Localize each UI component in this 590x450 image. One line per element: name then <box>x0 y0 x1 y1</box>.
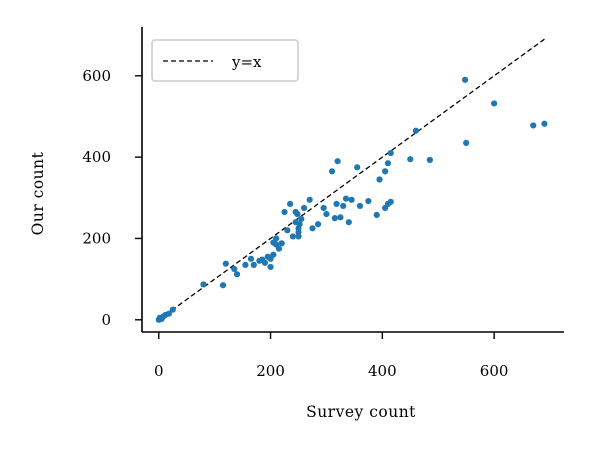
data-point <box>233 271 241 278</box>
y-tick-label: 400 <box>82 148 111 166</box>
data-point <box>426 156 433 164</box>
data-point <box>463 139 470 146</box>
axes: 0 200 400 600 0 200 400 600 <box>82 27 564 380</box>
y-tick-label: 600 <box>82 67 111 85</box>
data-point <box>387 149 394 157</box>
x-tick-label: 400 <box>368 362 397 380</box>
data-point <box>461 76 469 83</box>
data-point <box>314 221 322 228</box>
y-tick-label: 0 <box>101 311 111 329</box>
data-point <box>267 263 274 271</box>
data-point <box>242 261 249 268</box>
data-point <box>222 260 229 267</box>
data-point <box>200 281 207 288</box>
data-point <box>298 215 305 223</box>
data-point <box>320 204 327 212</box>
data-point <box>284 227 291 234</box>
data-point <box>384 160 392 167</box>
data-point <box>354 164 361 171</box>
data-point <box>407 156 414 163</box>
data-point <box>491 100 498 107</box>
data-point <box>541 120 548 127</box>
x-axis-title: Survey count <box>306 403 416 421</box>
data-point <box>328 168 336 175</box>
y-axis-title: Our count <box>29 151 47 235</box>
data-point <box>247 255 255 262</box>
data-point <box>412 127 419 134</box>
data-point <box>294 210 301 218</box>
legend-label: y=x <box>231 53 262 71</box>
data-point <box>340 202 347 210</box>
data-point <box>337 214 344 221</box>
x-axis-ticks: 0 200 400 600 <box>154 332 508 380</box>
data-point <box>287 200 294 207</box>
y-axis-ticks: 0 200 400 600 <box>82 67 142 329</box>
data-point <box>281 208 288 216</box>
x-tick-label: 200 <box>256 362 285 380</box>
legend: y=x <box>151 39 299 82</box>
data-point <box>323 210 330 218</box>
data-point <box>334 158 341 165</box>
data-point <box>165 310 172 317</box>
data-point <box>273 235 280 242</box>
y-tick-label: 200 <box>82 229 111 247</box>
data-point <box>270 251 277 258</box>
data-point <box>278 240 285 247</box>
data-points <box>155 76 548 323</box>
legend-box <box>151 39 299 82</box>
data-point <box>250 261 257 268</box>
data-point <box>275 245 283 252</box>
data-point <box>300 204 308 212</box>
data-point <box>306 196 313 203</box>
plot-area <box>155 38 548 323</box>
data-point <box>382 168 389 175</box>
data-point <box>356 202 364 210</box>
data-point <box>219 282 227 289</box>
data-point <box>348 196 355 203</box>
x-tick-label: 0 <box>154 362 164 380</box>
data-point <box>342 195 350 202</box>
data-point <box>231 265 238 273</box>
x-tick-label: 600 <box>480 362 509 380</box>
data-point <box>169 306 176 313</box>
data-point <box>289 233 297 240</box>
data-point <box>376 176 383 183</box>
data-point <box>387 198 394 205</box>
data-point <box>530 122 537 129</box>
data-point <box>373 211 380 218</box>
data-point <box>331 215 338 222</box>
data-point <box>365 197 372 205</box>
data-point <box>345 219 352 226</box>
data-point <box>261 259 269 266</box>
data-point <box>296 221 303 228</box>
data-point <box>333 200 340 207</box>
data-point <box>309 225 316 232</box>
